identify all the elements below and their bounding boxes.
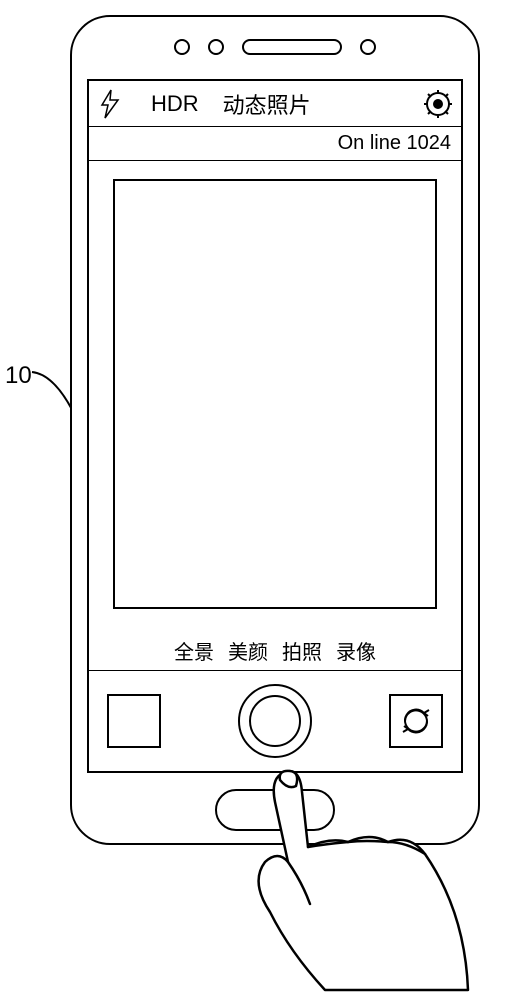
sensor-dot: [174, 39, 190, 55]
camera-viewfinder[interactable]: [113, 179, 437, 609]
status-text: On line 1024: [338, 132, 451, 155]
reference-number-label: 10: [5, 362, 32, 390]
shutter-button[interactable]: [238, 684, 312, 758]
settings-icon[interactable]: [423, 89, 453, 119]
camera-status-bar: On line 1024: [89, 127, 461, 161]
mode-panorama[interactable]: 全景: [174, 636, 214, 665]
switch-camera-button[interactable]: [389, 694, 443, 748]
camera-bottom-bar: [89, 671, 461, 771]
mode-photo[interactable]: 拍照: [282, 636, 322, 665]
earpiece-speaker: [242, 39, 342, 55]
live-photo-toggle[interactable]: 动态照片: [223, 88, 311, 120]
mode-video[interactable]: 录像: [336, 636, 376, 665]
gallery-thumbnail[interactable]: [107, 694, 161, 748]
sensor-dot: [360, 39, 376, 55]
switch-camera-icon: [399, 704, 433, 738]
hdr-toggle[interactable]: HDR: [151, 91, 199, 117]
phone-screen: HDR 动态照片: [87, 79, 463, 773]
phone-sensor-row: [72, 39, 478, 55]
phone-frame: HDR 动态照片: [70, 15, 480, 845]
mode-beauty[interactable]: 美颜: [228, 636, 268, 665]
sensor-dot: [208, 39, 224, 55]
home-button[interactable]: [215, 789, 335, 831]
camera-mode-row: 全景 美颜 拍照 录像: [89, 633, 461, 667]
shutter-button-inner: [249, 695, 301, 747]
camera-top-bar: HDR 动态照片: [89, 81, 461, 127]
flash-icon[interactable]: [99, 89, 121, 119]
